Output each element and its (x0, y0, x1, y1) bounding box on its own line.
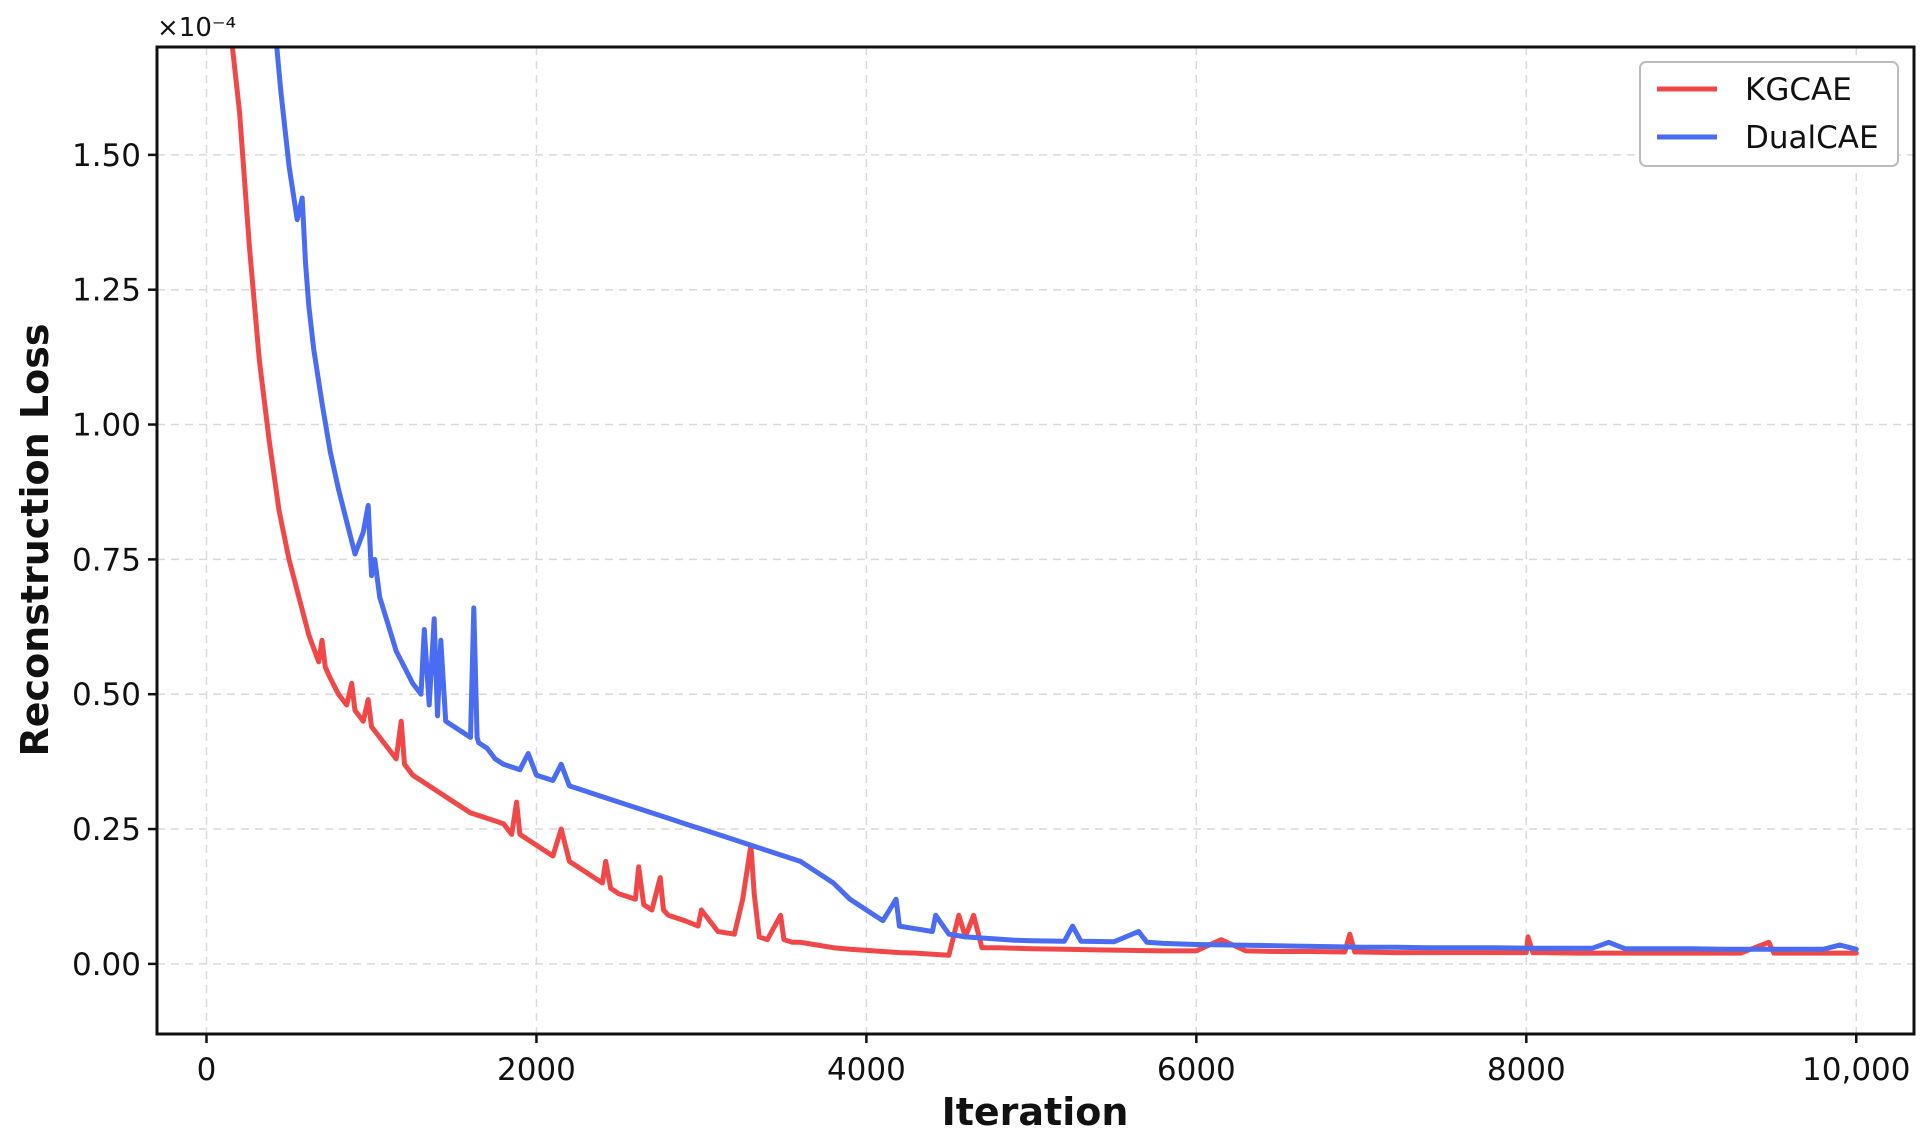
x-tick-label: 0 (197, 1052, 217, 1088)
legend-label-kgcae: KGCAE (1745, 72, 1852, 108)
x-tick-label: 4000 (827, 1052, 906, 1088)
y-tick-label: 0.25 (72, 812, 141, 848)
legend-label-dualcae: DualCAE (1745, 120, 1879, 156)
x-axis-title: Iteration (942, 1090, 1129, 1134)
y-tick-label: 1.50 (72, 138, 141, 174)
plot-frame (155, 45, 1916, 1036)
legend: KGCAE DualCAE (1639, 61, 1899, 167)
grid (157, 47, 1914, 1034)
x-tick-label: 6000 (1157, 1052, 1236, 1088)
series-line-dualcae (274, 47, 1859, 952)
x-tick-label: 2000 (497, 1052, 576, 1088)
y-tick-label: 0.00 (72, 947, 141, 983)
y-multiplier-label: ×10⁻⁴ (157, 13, 236, 43)
y-tick-label: 0.75 (72, 542, 141, 578)
series-line-kgcae (229, 47, 1859, 958)
y-tick-label: 0.50 (72, 677, 141, 713)
y-tick-label: 1.00 (72, 408, 141, 444)
x-tick-label: 10,000 (1802, 1052, 1910, 1088)
y-axis-title: Reconstruction Loss (13, 324, 57, 757)
y-tick-label: 1.25 (72, 273, 141, 309)
axes: 0 2000 4000 6000 8000 10,000 0.00 0.25 0.50 0.75 1… (72, 138, 1911, 1088)
series-group (229, 47, 1859, 958)
x-tick-label: 8000 (1487, 1052, 1566, 1088)
